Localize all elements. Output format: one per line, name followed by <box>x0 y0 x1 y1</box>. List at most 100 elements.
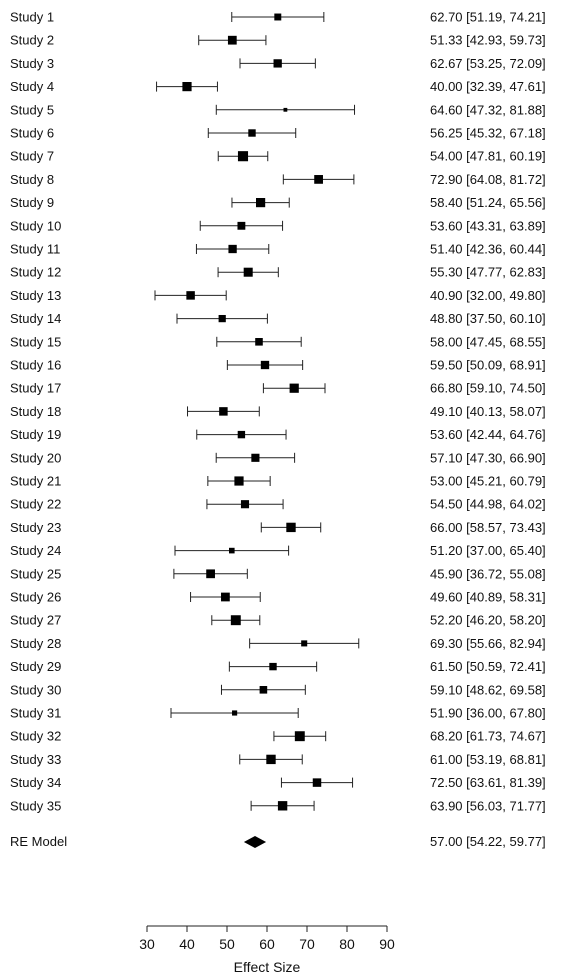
point-estimate-marker <box>259 686 268 694</box>
ci-label: 48.80 [37.50, 60.10] <box>430 311 546 326</box>
x-tick-label: 90 <box>379 936 395 952</box>
ci-label: 61.50 [50.59, 72.41] <box>430 659 546 674</box>
study-label: Study 18 <box>10 404 61 419</box>
ci-label: 40.90 [32.00, 49.80] <box>430 288 546 303</box>
study-row: Study 33 61.00 [53.19, 68.81] <box>10 752 546 767</box>
ci-label: 53.60 [43.31, 63.89] <box>430 218 546 233</box>
point-estimate-marker <box>232 710 238 716</box>
study-row: Study 6 56.25 [45.32, 67.18] <box>10 126 546 141</box>
ci-label: 51.40 [42.36, 60.44] <box>430 242 546 257</box>
study-row: Study 16 59.50 [50.09, 68.91] <box>10 358 546 373</box>
summary-row: RE Model 57.00 [54.22, 59.77] <box>10 834 546 849</box>
ci-label: 72.90 [64.08, 81.72] <box>430 172 546 187</box>
study-label: Study 13 <box>10 288 61 303</box>
point-estimate-marker <box>221 592 230 602</box>
study-label: Study 8 <box>10 172 54 187</box>
study-label: Study 20 <box>10 450 61 465</box>
study-row: Study 4 40.00 [32.39, 47.61] <box>10 79 546 94</box>
study-row: Study 23 66.00 [58.57, 73.43] <box>10 520 546 535</box>
ci-label: 51.33 [42.93, 59.73] <box>430 33 546 48</box>
study-label: Study 4 <box>10 79 54 94</box>
summary-label: RE Model <box>10 834 67 849</box>
ci-label: 53.60 [42.44, 64.76] <box>430 427 546 442</box>
study-label: Study 15 <box>10 334 61 349</box>
study-label: Study 5 <box>10 102 54 117</box>
study-row: Study 13 40.90 [32.00, 49.80] <box>10 288 546 303</box>
study-row: Study 25 45.90 [36.72, 55.08] <box>10 566 546 581</box>
ci-label: 69.30 [55.66, 82.94] <box>430 636 546 651</box>
ci-label: 56.25 [45.32, 67.18] <box>430 126 546 141</box>
ci-label: 62.70 [51.19, 74.21] <box>430 10 546 25</box>
study-row: Study 5 64.60 [47.32, 81.88] <box>10 102 546 117</box>
study-label: Study 6 <box>10 126 54 141</box>
study-label: Study 30 <box>10 682 61 697</box>
point-estimate-marker <box>248 129 256 137</box>
point-estimate-marker <box>273 59 282 68</box>
study-row: Study 11 51.40 [42.36, 60.44] <box>10 242 546 257</box>
study-row: Study 35 63.90 [56.03, 71.77] <box>10 798 546 813</box>
x-tick-label: 40 <box>179 936 195 952</box>
study-row: Study 26 49.60 [40.89, 58.31] <box>10 590 546 605</box>
point-estimate-marker <box>237 430 246 439</box>
x-tick-label: 70 <box>299 936 315 952</box>
study-row: Study 17 66.80 [59.10, 74.50] <box>10 381 546 396</box>
study-row: Study 14 48.80 [37.50, 60.10] <box>10 311 546 326</box>
ci-label: 49.10 [40.13, 58.07] <box>430 404 546 419</box>
study-label: Study 21 <box>10 474 61 489</box>
study-row: Study 20 57.10 [47.30, 66.90] <box>10 450 546 465</box>
ci-label: 72.50 [63.61, 81.39] <box>430 775 546 790</box>
ci-label: 66.00 [58.57, 73.43] <box>430 520 546 535</box>
point-estimate-marker <box>230 615 241 626</box>
study-label: Study 12 <box>10 265 61 280</box>
point-estimate-marker <box>206 569 215 579</box>
study-label: Study 35 <box>10 798 61 813</box>
study-row: Study 3 62.67 [53.25, 72.09] <box>10 56 546 71</box>
study-label: Study 16 <box>10 358 61 373</box>
ci-label: 64.60 [47.32, 81.88] <box>430 102 546 117</box>
ci-label: 57.10 [47.30, 66.90] <box>430 450 546 465</box>
study-label: Study 27 <box>10 613 61 628</box>
ci-label: 51.90 [36.00, 67.80] <box>430 706 546 721</box>
point-estimate-marker <box>240 500 250 509</box>
point-estimate-marker <box>228 244 237 254</box>
study-label: Study 29 <box>10 659 61 674</box>
point-estimate-marker <box>182 82 192 92</box>
point-estimate-marker <box>283 107 288 112</box>
ci-label: 62.67 [53.25, 72.09] <box>430 56 546 71</box>
study-row: Study 29 61.50 [50.59, 72.41] <box>10 659 546 674</box>
study-label: Study 33 <box>10 752 61 767</box>
point-estimate-marker <box>237 151 249 162</box>
study-label: Study 22 <box>10 497 61 512</box>
ci-label: 59.50 [50.09, 68.91] <box>430 358 546 373</box>
study-row: Study 15 58.00 [47.45, 68.55] <box>10 334 546 349</box>
study-label: Study 11 <box>10 242 60 257</box>
point-estimate-marker <box>234 476 244 486</box>
ci-label: 54.50 [44.98, 64.02] <box>430 497 546 512</box>
study-row: Study 8 72.90 [64.08, 81.72] <box>10 172 546 187</box>
ci-label: 53.00 [45.21, 60.79] <box>430 474 546 489</box>
x-tick-label: 30 <box>139 936 155 952</box>
ci-label: 61.00 [53.19, 68.81] <box>430 752 546 767</box>
ci-label: 51.20 [37.00, 65.40] <box>430 543 546 558</box>
point-estimate-marker <box>229 547 235 554</box>
point-estimate-marker <box>251 453 260 462</box>
study-label: Study 23 <box>10 520 61 535</box>
x-tick-label: 50 <box>219 936 235 952</box>
point-estimate-marker <box>256 198 266 208</box>
study-label: Study 31 <box>10 706 61 721</box>
ci-label: 55.30 [47.77, 62.83] <box>430 265 546 280</box>
study-row: Study 30 59.10 [48.62, 69.58] <box>10 682 546 697</box>
study-row: Study 24 51.20 [37.00, 65.40] <box>10 543 546 558</box>
study-label: Study 26 <box>10 590 61 605</box>
ci-label: 59.10 [48.62, 69.58] <box>430 682 546 697</box>
study-label: Study 32 <box>10 729 61 744</box>
ci-label: 68.20 [61.73, 74.67] <box>430 729 546 744</box>
point-estimate-marker <box>237 221 246 230</box>
point-estimate-marker <box>186 291 195 300</box>
ci-label: 54.00 [47.81, 60.19] <box>430 149 546 164</box>
point-estimate-marker <box>312 778 322 787</box>
point-estimate-marker <box>227 35 237 45</box>
study-label: Study 25 <box>10 566 61 581</box>
study-row: Study 22 54.50 [44.98, 64.02] <box>10 497 546 512</box>
point-estimate-marker <box>255 338 263 346</box>
